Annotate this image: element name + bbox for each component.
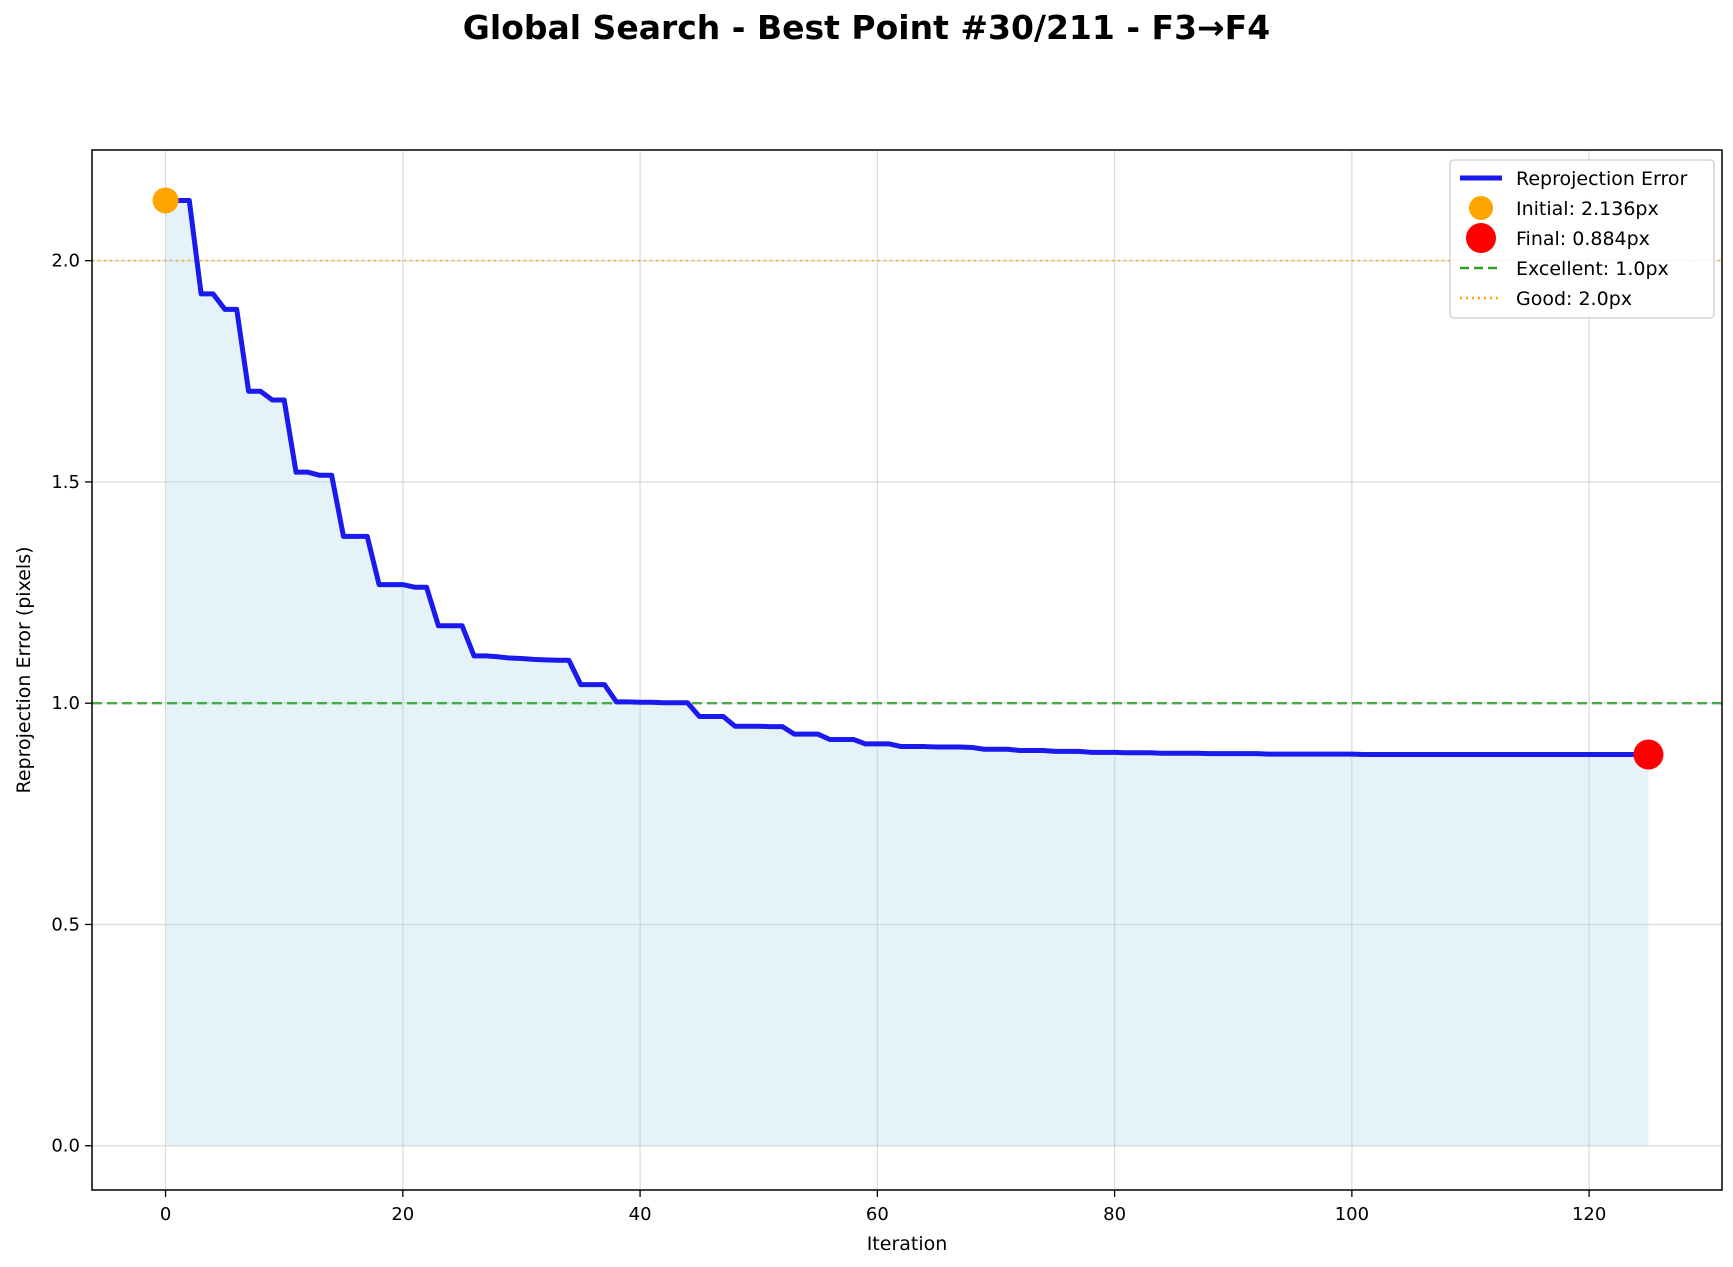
x-tick-label: 120 [1572,1204,1606,1225]
y-tick-label: 1.5 [51,472,80,493]
legend-handle-marker [1466,223,1496,253]
x-tick-label: 40 [629,1204,652,1225]
y-tick-label: 0.5 [51,914,80,935]
y-tick-label: 1.0 [51,693,80,714]
x-tick-label: 80 [1103,1204,1126,1225]
y-tick-label: 0.0 [51,1136,80,1157]
legend-box [1449,159,1715,319]
legend-entry-label: Reprojection Error [1516,168,1687,190]
plot-frame [91,149,1723,1191]
area-fill [165,200,1649,1146]
legend-entry-label: Initial: 2.136px [1516,198,1659,220]
y-tick-label: 2.0 [51,251,80,272]
legend-handle-marker [1469,196,1493,220]
x-tick-label: 20 [391,1204,414,1225]
x-axis-label: Iteration [867,1233,948,1255]
legend-entry-label: Final: 0.884px [1516,228,1650,250]
x-tick-label: 0 [160,1204,171,1225]
x-tick-label: 60 [866,1204,889,1225]
legend: Reprojection Error Initial: 2.136px Final:… [1449,159,1715,319]
chart-title: Global Search - Best Point #30/211 - F3→… [462,8,1271,47]
y-axis-label: Reprojection Error (pixels) [13,546,35,793]
x-axis: 0 20 40 60 80 100 120 [160,1190,1606,1225]
marker-final [1633,739,1664,770]
y-axis: 0.0 0.5 1.0 1.5 2.0 [51,251,92,1157]
series-line-reprojection-error [165,197,1649,758]
marker-initial [152,187,179,214]
x-tick-label: 100 [1335,1204,1369,1225]
legend-entry-label: Good: 2.0px [1516,288,1632,310]
legend-entry-label: Excellent: 1.0px [1516,258,1669,280]
